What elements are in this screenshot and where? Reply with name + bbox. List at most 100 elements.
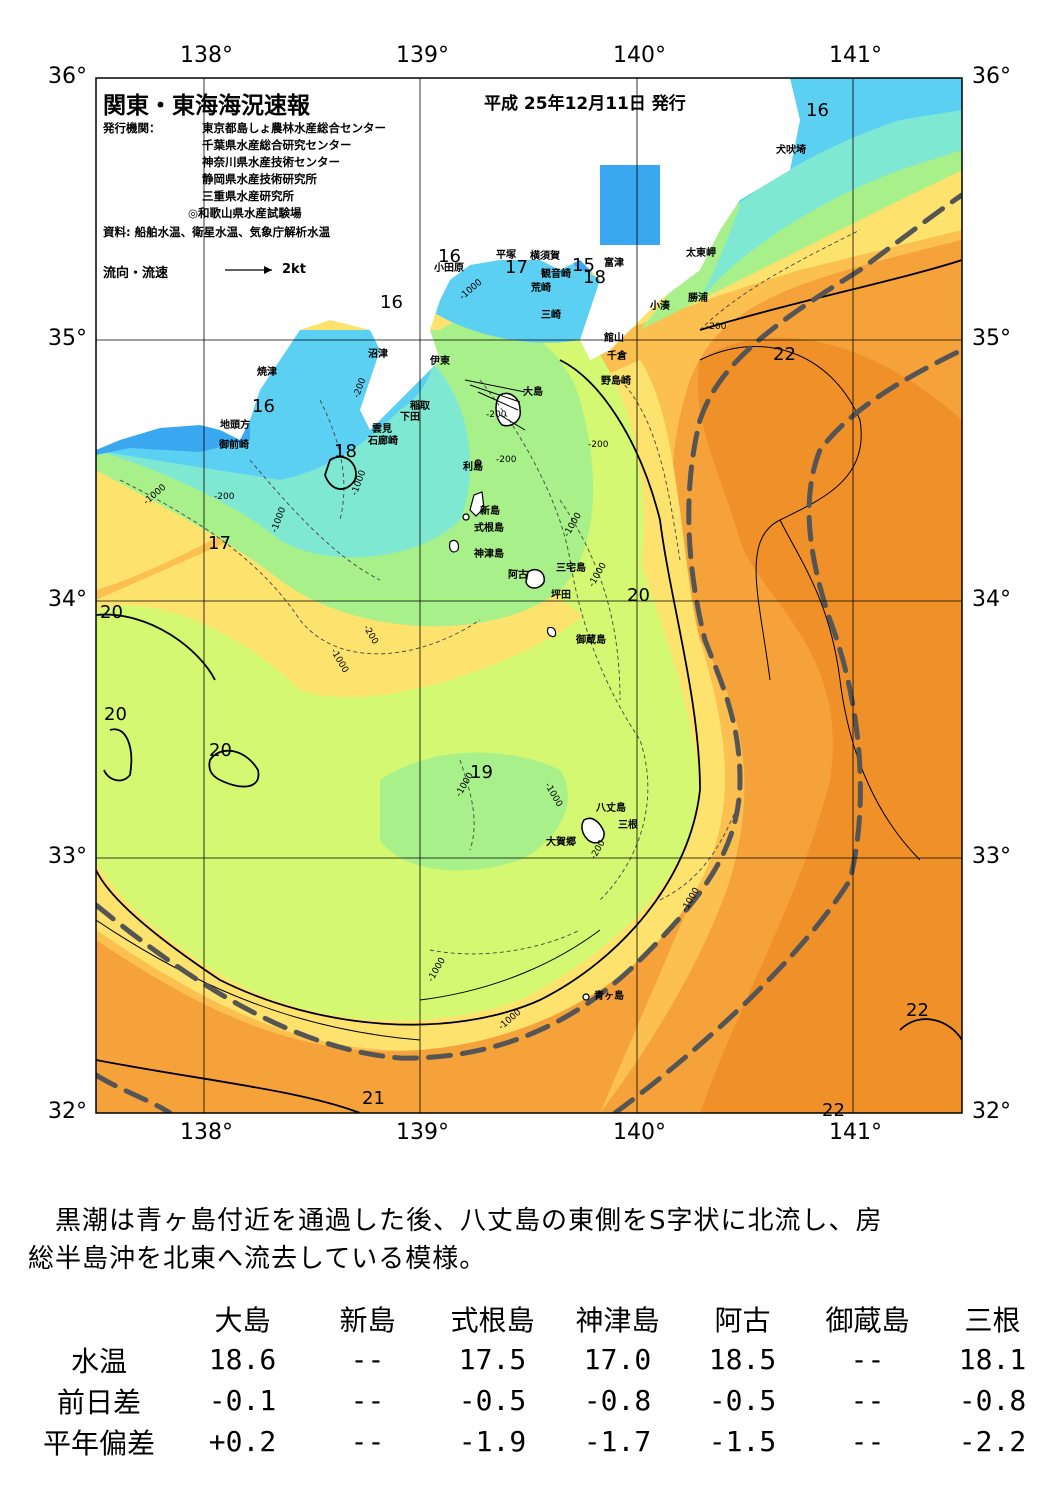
place-okago: 大賀郷	[546, 837, 576, 848]
place-ako: 阿古	[508, 570, 528, 581]
table-cell: --	[350, 1343, 385, 1376]
isotherm-label: 18	[583, 267, 606, 288]
place-oshima: 大島	[523, 387, 543, 398]
sst-zone-23	[698, 337, 962, 1113]
lon-bottom-140: 140°	[613, 1120, 666, 1145]
issuer-6: ◎和歌山県水産試験場	[188, 206, 302, 220]
isotherm-label: 21	[362, 1088, 385, 1109]
issuer-label: 発行機関：	[103, 121, 161, 135]
issuer-3: 神奈川県水産技術センター	[202, 155, 340, 169]
flow-legend-label: 流向・流速	[103, 266, 169, 281]
isotherm-lines	[96, 259, 962, 1113]
lat-lon-grid	[96, 78, 962, 1113]
table-cell: -0.5	[708, 1384, 777, 1417]
lat-right-33: 33°	[972, 844, 1011, 869]
lat-right-35: 35°	[972, 326, 1011, 351]
isotherm-label: 16	[806, 100, 829, 121]
column-header: 新島	[339, 1303, 396, 1337]
table-cell: 17.0	[583, 1343, 652, 1376]
table-cell: -1.7	[583, 1425, 652, 1458]
table-row: 平年偏差 +0.2 -- -1.9 -1.7 -1.5 -- -2.2	[18, 1421, 1055, 1462]
isotherm-label: 17	[505, 257, 528, 278]
place-kominato: 小湊	[650, 301, 670, 312]
place-aogashima: 青ヶ島	[594, 991, 624, 1002]
issuer-2: 千葉県水産総合研究センター	[202, 138, 352, 152]
isotherm-label: 16	[252, 396, 275, 417]
place-yaizu: 焼津	[257, 367, 277, 378]
table-cell: --	[850, 1343, 885, 1376]
map-title: 関東・東海海況速報	[103, 93, 310, 119]
isotherm-label: 18	[334, 441, 357, 462]
place-irozaki: 石廊崎	[368, 436, 398, 447]
place-numazu: 沼津	[368, 349, 388, 360]
table-cell: -1.9	[458, 1425, 527, 1458]
isotherm-label: 20	[627, 585, 650, 606]
place-tateyama: 館山	[604, 333, 624, 344]
place-jitogata: 地頭方	[220, 420, 250, 431]
row-label: 平年偏差	[42, 1426, 155, 1460]
island-miyakejima	[525, 568, 545, 589]
place-arasaki: 荒崎	[531, 283, 551, 294]
column-header: 大島	[214, 1303, 271, 1337]
row-label: 前日差	[56, 1385, 141, 1419]
map-frame	[95, 77, 963, 1114]
lat-left-36: 36°	[48, 64, 87, 89]
place-ito: 伊東	[430, 356, 450, 367]
place-mikurajima: 御蔵島	[576, 635, 606, 646]
column-header: 神津島	[575, 1303, 660, 1337]
current-arrows	[464, 379, 526, 431]
place-inatori: 稲取	[410, 401, 430, 412]
sea-temperature-map	[95, 77, 963, 1114]
lon-bottom-141: 141°	[829, 1120, 882, 1145]
place-omaezaki: 御前崎	[219, 440, 249, 451]
isotherm-thin-lines	[96, 346, 921, 1041]
depth-contours	[119, 229, 861, 955]
lat-right-32: 32°	[972, 1099, 1011, 1124]
table-cell: --	[350, 1384, 385, 1417]
place-yokosuka: 横須賀	[530, 251, 560, 262]
table-cell: -0.5	[458, 1384, 527, 1417]
summary-line-1: 黒潮は青ヶ島付近を通過した後、八丈島の東側をS字状に北流し、房	[28, 1206, 883, 1236]
table-cell: 18.5	[708, 1343, 777, 1376]
column-header: 式根島	[450, 1303, 535, 1337]
flow-scale-label: 2kt	[282, 262, 306, 277]
depth-label: -200	[706, 322, 727, 332]
isotherm-label: 22	[773, 344, 796, 365]
place-hachijojima: 八丈島	[596, 803, 626, 814]
lon-bottom-138: 138°	[180, 1120, 233, 1145]
sst-zone-22b	[96, 880, 700, 1113]
place-inubosaki: 犬吠埼	[776, 145, 806, 156]
island-aogashima	[582, 993, 590, 1001]
isotherm-label: 15	[572, 255, 595, 276]
table-row: 水温 18.6 -- 17.5 17.0 18.5 -- 18.1	[18, 1339, 1055, 1380]
place-shikinejima: 式根島	[474, 523, 504, 534]
table-cell: +0.2	[208, 1425, 277, 1458]
sst-zone-16b	[430, 249, 611, 343]
table-row: 前日差 -0.1 -- -0.5 -0.8 -0.5 -- -0.8	[18, 1380, 1055, 1421]
place-misaki: 三崎	[541, 310, 561, 321]
place-chikura: 千倉	[607, 351, 627, 362]
place-tsubota: 坪田	[551, 590, 571, 601]
table-cell: 18.1	[958, 1343, 1027, 1376]
sst-zone-18b	[380, 752, 568, 871]
place-taitomisaki: 太東岬	[686, 248, 716, 259]
place-futtsu: 富津	[604, 258, 624, 269]
lon-top-141: 141°	[829, 43, 882, 68]
table-cell: -0.8	[583, 1384, 652, 1417]
table-cell: 18.6	[208, 1343, 277, 1376]
table-cell: -0.8	[958, 1384, 1027, 1417]
lon-top-138: 138°	[180, 43, 233, 68]
place-nojimazaki: 野島崎	[601, 376, 631, 387]
place-niijima: 新島	[480, 506, 500, 517]
lat-left-33: 33°	[48, 844, 87, 869]
place-kozushima: 神津島	[474, 549, 504, 560]
issuer-4: 静岡県水産技術研究所	[202, 172, 317, 186]
lat-left-35: 35°	[48, 326, 87, 351]
table-cell: --	[850, 1384, 885, 1417]
table-cell: 17.5	[458, 1343, 527, 1376]
isotherm-label: 16	[380, 292, 403, 313]
kuroshio-axis	[96, 192, 962, 1113]
lat-left-32: 32°	[48, 1099, 87, 1124]
isotherm-label: 17	[208, 533, 231, 554]
place-miyakejima: 三宅島	[556, 563, 586, 574]
